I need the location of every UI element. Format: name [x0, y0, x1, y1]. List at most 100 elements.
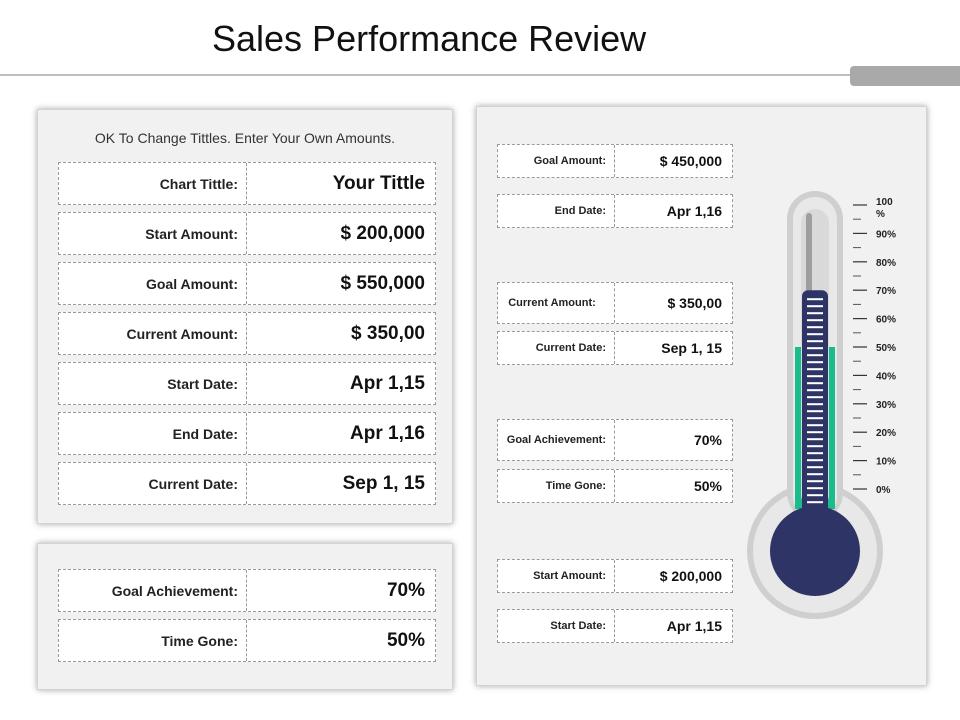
mercury-tick — [807, 431, 823, 434]
summary-row-goal-achievement: Goal Achievement: 70% — [58, 569, 436, 612]
mercury-tick — [807, 333, 823, 336]
page-title: Sales Performance Review — [212, 18, 647, 59]
scale-label: 0% — [876, 485, 891, 496]
chart-row-current-date: Current Date: Sep 1, 15 — [497, 331, 733, 365]
chart-current-date-value: Sep 1, 15 — [661, 340, 722, 356]
chart-start-amount-value: $ 200,000 — [659, 568, 722, 584]
chart-row-end-date: End Date: Apr 1,16 — [497, 194, 733, 228]
instruction-text: OK To Change Tittles. Enter Your Own Amo… — [94, 130, 396, 146]
chart-end-date-value: Apr 1,16 — [666, 203, 722, 219]
scale-label: 60% — [876, 315, 896, 326]
chart-row-start-amount: Start Amount: $ 200,000 — [497, 559, 733, 593]
current-amount-value[interactable]: $ 350,00 — [351, 322, 425, 344]
mercury-tick — [807, 438, 823, 441]
chart-row-goal-amount: Goal Amount: $ 450,000 — [497, 144, 733, 178]
chart-row-label: Start Amount: — [498, 560, 615, 592]
chart-row-label: Current Date: — [498, 332, 615, 364]
mercury-tick — [807, 347, 823, 350]
input-row-label: Current Amount: — [59, 313, 247, 354]
thermometer-bulb-mercury — [770, 506, 860, 596]
input-row-label: Goal Amount: — [59, 263, 247, 304]
thermometer-gauge: 100 % 90% 80% 70% 60% 50% 40% 30% 20% 10% 0% — [747, 191, 896, 619]
scale-label: 70% — [876, 286, 896, 297]
input-panel: OK To Change Tittles. Enter Your Own Amo… — [37, 109, 453, 524]
chart-start-date-value: Apr 1,15 — [666, 618, 722, 634]
input-row-start-date: Start Date: Apr 1,15 — [58, 362, 436, 405]
summary-row-label: Goal Achievement: — [59, 570, 247, 611]
mercury-tick — [807, 396, 823, 399]
scale-label: 30% — [876, 400, 896, 411]
mercury-tick — [807, 340, 823, 343]
mercury-tick — [807, 375, 823, 378]
end-date-value[interactable]: Apr 1,16 — [350, 422, 425, 444]
mercury-tick — [807, 494, 823, 497]
input-row-goal-amount: Goal Amount: $ 550,000 — [58, 262, 436, 305]
input-row-chart-title: Chart Tittle: Your Tittle — [58, 162, 436, 205]
scale-label: 40% — [876, 371, 896, 382]
chart-row-label: Goal Achievement: — [498, 420, 615, 460]
start-date-value[interactable]: Apr 1,15 — [350, 372, 425, 394]
mercury-tick — [807, 501, 823, 504]
mercury-tick — [807, 354, 823, 357]
input-row-label: Current Date: — [59, 463, 247, 504]
mercury-tick — [807, 466, 823, 469]
chart-current-amount-value: $ 350,00 — [667, 295, 723, 311]
chart-row-label: Goal Amount: — [498, 145, 615, 177]
input-row-start-amount: Start Amount: $ 200,000 — [58, 212, 436, 255]
scale-label: 90% — [876, 229, 896, 240]
mercury-tick — [807, 319, 823, 322]
start-amount-value[interactable]: $ 200,000 — [340, 222, 425, 244]
mercury-tick — [807, 445, 823, 448]
mercury-tick — [807, 410, 823, 413]
chart-goal-achievement-value: 70% — [693, 432, 722, 448]
chart-goal-amount-value: $ 450,000 — [659, 153, 722, 169]
mercury-tick — [807, 305, 823, 308]
scale-label: 50% — [876, 343, 896, 354]
chart-row-current-amount: Current Amount: $ 350,00 — [497, 282, 733, 324]
mercury-tick — [807, 361, 823, 364]
input-row-end-date: End Date: Apr 1,16 — [58, 412, 436, 455]
chart-row-start-date: Start Date: Apr 1,15 — [497, 609, 733, 643]
mercury-tick — [807, 389, 823, 392]
title-accent-tab — [850, 66, 960, 86]
mercury-tick — [807, 424, 823, 427]
mercury-tick — [807, 473, 823, 476]
scale-label: 20% — [876, 428, 896, 439]
chart-row-label: Current Amount: — [498, 283, 615, 323]
mercury-tick — [807, 403, 823, 406]
mercury-tick — [807, 480, 823, 483]
chart-row-label: End Date: — [498, 195, 615, 227]
goal-achievement-mercury — [802, 290, 828, 513]
mercury-tick — [807, 487, 823, 490]
input-row-current-date: Current Date: Sep 1, 15 — [58, 462, 436, 505]
summary-row-label: Time Gone: — [59, 620, 247, 661]
scale-label: 10% — [876, 457, 896, 468]
summary-row-time-gone: Time Gone: 50% — [58, 619, 436, 662]
mercury-tick — [807, 452, 823, 455]
chart-time-gone-value: 50% — [693, 478, 722, 494]
input-row-label: End Date: — [59, 413, 247, 454]
goal-amount-value[interactable]: $ 550,000 — [340, 272, 425, 294]
goal-achievement-value: 70% — [386, 579, 425, 601]
title-divider — [0, 74, 960, 76]
input-row-label: Start Date: — [59, 363, 247, 404]
chart-row-label: Time Gone: — [498, 470, 615, 502]
time-gone-value: 50% — [386, 629, 425, 651]
mercury-tick — [807, 326, 823, 329]
chart-row-label: Start Date: — [498, 610, 615, 642]
mercury-tick — [807, 368, 823, 371]
input-row-label: Start Amount: — [59, 213, 247, 254]
thermometer-scale: 100 % 90% 80% 70% 60% 50% 40% 30% 20% 10% 0% — [853, 197, 896, 496]
mercury-tick — [807, 382, 823, 385]
chart-row-time-gone: Time Gone: 50% — [497, 469, 733, 503]
input-row-label: Chart Tittle: — [59, 163, 247, 204]
scale-label: 100% — [876, 197, 893, 220]
mercury-tick — [807, 298, 823, 301]
mercury-tick — [807, 417, 823, 420]
current-date-value[interactable]: Sep 1, 15 — [342, 472, 425, 494]
chart-panel: Goal Amount: $ 450,000 End Date: Apr 1,1… — [476, 106, 927, 686]
summary-panel: Goal Achievement: 70% Time Gone: 50% — [37, 543, 453, 690]
chart-title-value[interactable]: Your Tittle — [332, 172, 425, 194]
scale-label: 80% — [876, 258, 896, 269]
input-row-current-amount: Current Amount: $ 350,00 — [58, 312, 436, 355]
